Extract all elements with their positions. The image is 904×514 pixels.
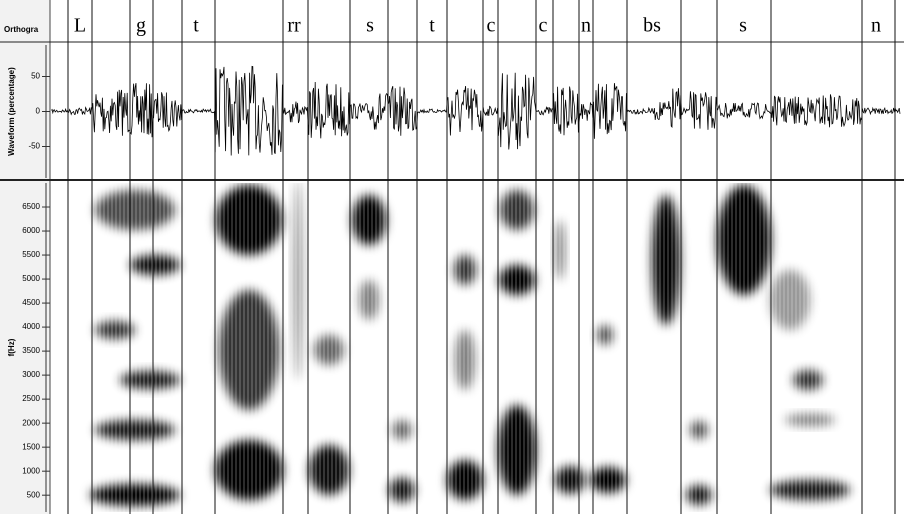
- spectral-energy: [455, 330, 475, 390]
- y-axis-label: Waveform (percentage): [7, 67, 16, 156]
- waveform-trace: [51, 65, 901, 156]
- axis-column: [0, 0, 50, 514]
- segment-label: n: [871, 15, 881, 37]
- spectral-energy: [95, 321, 135, 339]
- spectral-energy: [686, 485, 712, 505]
- spectral-energy: [652, 195, 680, 325]
- spectral-energy: [770, 480, 850, 500]
- spectral-energy: [454, 255, 476, 285]
- segment-label: g: [136, 15, 146, 37]
- spectral-energy: [500, 190, 534, 230]
- spectral-energy: [95, 190, 175, 230]
- segment-label: L: [74, 15, 86, 37]
- y-tick-label: 1000: [22, 466, 40, 475]
- spectral-energy: [498, 405, 536, 495]
- y-tick-label: 3000: [22, 370, 40, 379]
- spectral-energy: [314, 335, 344, 365]
- y-tick-label: 5000: [22, 274, 40, 283]
- spectral-energy: [216, 185, 282, 255]
- spectral-energy: [555, 220, 565, 280]
- segment-label: t: [193, 15, 199, 37]
- segment-label: c: [539, 15, 548, 37]
- spectral-energy: [447, 460, 483, 500]
- y-axis-label: f(Hz): [7, 338, 16, 356]
- y-tick-label: 1500: [22, 442, 40, 451]
- y-tick-label: 2000: [22, 418, 40, 427]
- segment-label: s: [366, 15, 374, 37]
- segment-label: c: [487, 15, 496, 37]
- spectral-energy: [597, 325, 613, 345]
- y-tick-label: 0: [36, 107, 41, 116]
- spectral-energy: [793, 370, 823, 390]
- spectral-energy: [352, 195, 386, 245]
- spectral-energy: [219, 290, 279, 410]
- spectral-energy: [555, 466, 585, 494]
- y-tick-label: 50: [31, 72, 40, 81]
- segment-boundaries: [67, 0, 896, 514]
- spectral-energy: [499, 265, 535, 295]
- tier-label: Orthogra: [4, 25, 39, 34]
- y-tick-label: 6000: [22, 226, 40, 235]
- y-tick-label: 3500: [22, 346, 40, 355]
- spectral-energy: [770, 270, 810, 330]
- segment-label: bs: [643, 15, 661, 37]
- spectral-energy: [130, 255, 180, 275]
- segment-label: n: [581, 15, 591, 37]
- spectral-energy: [392, 420, 412, 440]
- spectral-energy: [95, 420, 175, 440]
- spectral-energy: [590, 467, 626, 493]
- waveform: [51, 65, 901, 156]
- y-tick-label: 500: [27, 490, 41, 499]
- y-tick-label: 4000: [22, 322, 40, 331]
- y-tick-label: 2500: [22, 394, 40, 403]
- y-tick-label: 4500: [22, 298, 40, 307]
- spectral-energy: [785, 414, 835, 426]
- spectral-energy: [120, 371, 180, 389]
- spectral-energy: [215, 440, 283, 500]
- segment-label: rr: [287, 15, 301, 37]
- segment-label: t: [429, 15, 435, 37]
- spectral-energy: [90, 484, 180, 506]
- segment-label: s: [739, 15, 747, 37]
- spectral-energy: [389, 477, 415, 503]
- y-tick-label: 6500: [22, 202, 40, 211]
- spectral-energy: [309, 445, 349, 495]
- spectral-energy: [293, 183, 303, 380]
- spectral-energy: [717, 185, 771, 295]
- spectral-energy: [690, 421, 708, 439]
- y-tick-label: -50: [28, 142, 40, 151]
- spectral-energy: [359, 280, 379, 320]
- y-tick-label: 5500: [22, 250, 40, 259]
